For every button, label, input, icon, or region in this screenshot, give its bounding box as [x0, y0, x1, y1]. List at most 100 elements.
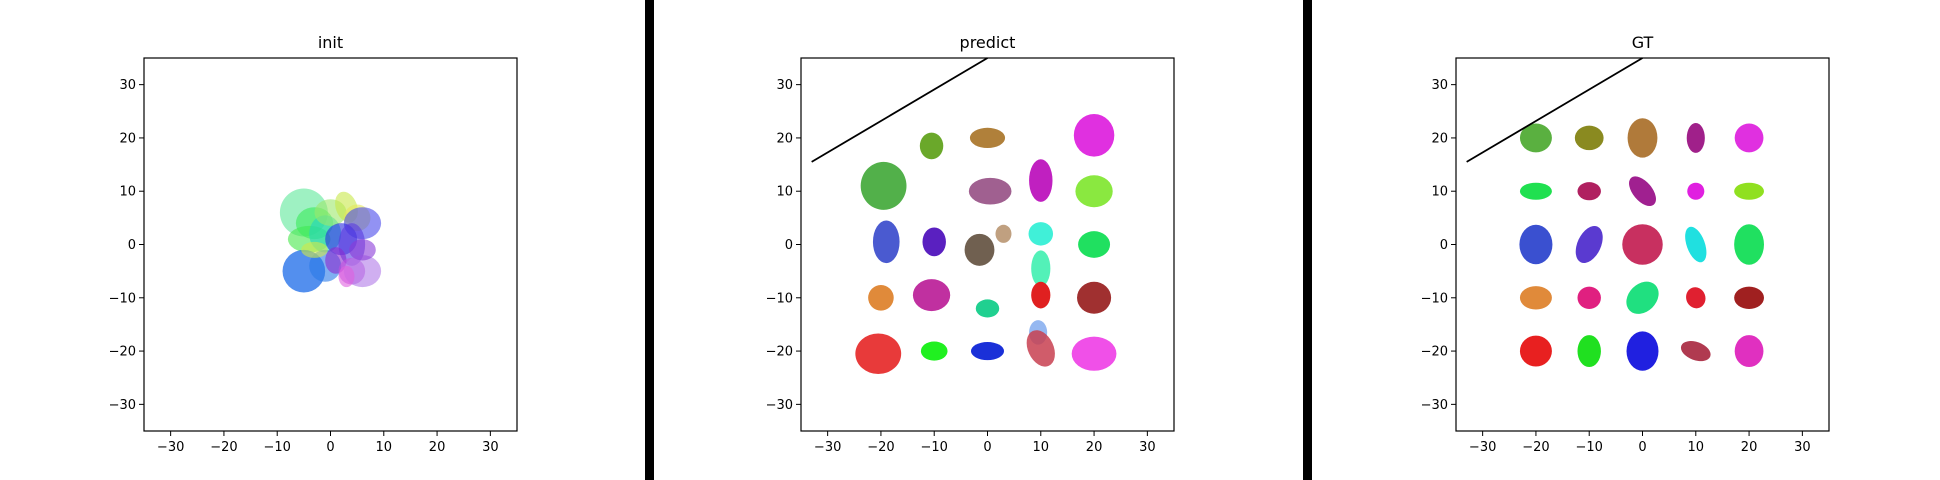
ellipse-11 [1028, 222, 1054, 246]
ellipse-3 [860, 161, 907, 210]
x-tick-label: −30 [1469, 440, 1496, 455]
x-tick-label: 10 [1688, 440, 1705, 455]
ellipse-6 [1075, 175, 1113, 208]
ellipse-14 [1734, 224, 1764, 265]
ellipse-12 [1622, 224, 1663, 265]
panel-init: −30 −30 −20 −20 −10 −10 0 0 10 10 20 20 30 30 init [109, 33, 518, 455]
ellipse-9 [964, 233, 995, 266]
y-tick-label: 0 [785, 238, 793, 253]
x-tick-label: 20 [1086, 440, 1103, 455]
plot-area: −30 −30 −20 −20 −10 −10 0 0 10 10 20 20 30 30 [1421, 57, 1830, 455]
ellipse-4 [968, 177, 1012, 205]
ellipse-24 [1071, 336, 1117, 371]
ellipse-18 [1686, 287, 1706, 309]
y-tick-label: 30 [1431, 78, 1448, 93]
y-tick-label: 20 [119, 131, 136, 146]
trajectory-line [811, 57, 988, 163]
y-tick-label: −20 [109, 345, 136, 360]
y-tick-label: −30 [1421, 398, 1448, 413]
y-tick-label: 30 [776, 78, 793, 93]
ellipse-12 [1078, 231, 1111, 258]
plot-area: −30 −30 −20 −20 −10 −10 0 0 10 10 20 20 30 30 [766, 57, 1175, 455]
ellipse-14 [868, 284, 894, 311]
y-tick-label: 0 [128, 238, 136, 253]
y-tick-label: 30 [119, 78, 136, 93]
ellipse-19 [1734, 286, 1764, 309]
ellipse-23 [1026, 330, 1055, 367]
ellipse-22 [970, 342, 1005, 361]
y-tick-label: −30 [109, 398, 136, 413]
ellipse-24 [1734, 335, 1764, 368]
ellipse-8 [1687, 182, 1705, 200]
x-tick-label: 0 [983, 440, 991, 455]
ellipse-17 [1626, 281, 1659, 314]
ellipse-23 [1680, 341, 1711, 362]
ellipse-9 [1734, 182, 1764, 200]
y-tick-label: −20 [1421, 345, 1448, 360]
ellipse-8 [922, 227, 946, 257]
ellipse-21 [1577, 335, 1601, 368]
ellipse-4 [1734, 123, 1764, 153]
ellipse-5 [1029, 159, 1053, 202]
x-tick-label: 20 [1741, 440, 1758, 455]
x-tick-label: 30 [1794, 440, 1811, 455]
x-tick-label: −10 [920, 440, 947, 455]
ellipse-15 [349, 239, 376, 261]
panel-title-gt: GT [1632, 33, 1654, 52]
y-tick-label: −10 [1421, 291, 1448, 306]
y-tick-label: 10 [776, 185, 793, 200]
ellipse-16 [338, 265, 355, 288]
ellipse-20 [1519, 335, 1552, 367]
x-tick-label: 30 [1139, 440, 1156, 455]
ellipse-16 [975, 299, 1000, 318]
y-tick-label: −10 [109, 291, 136, 306]
ellipse-18 [1077, 281, 1112, 314]
plot-area: −30 −30 −20 −20 −10 −10 0 0 10 10 20 20 30 30 [109, 57, 518, 455]
y-tick-label: −30 [766, 398, 793, 413]
ellipse-10 [1519, 224, 1553, 265]
ellipse-22 [1626, 331, 1659, 371]
panel-predict: −30 −30 −20 −20 −10 −10 0 0 10 10 20 20 30 30 predict [766, 33, 1175, 455]
x-tick-label: 10 [1033, 440, 1050, 455]
y-tick-label: 10 [1431, 185, 1448, 200]
x-tick-label: 10 [376, 440, 393, 455]
ellipse-15 [912, 279, 951, 312]
panel-title-predict: predict [960, 33, 1016, 52]
ellipse-17 [301, 241, 328, 258]
x-tick-label: −20 [867, 440, 894, 455]
ellipse-0 [919, 132, 944, 160]
ellipse-16 [1577, 286, 1601, 309]
ellipse-21 [920, 341, 948, 361]
panel-separator-2 [1303, 0, 1312, 480]
y-tick-label: 0 [1440, 238, 1448, 253]
ellipse-1 [969, 127, 1006, 149]
ellipse-13 [1685, 226, 1707, 263]
ellipse-13 [1031, 250, 1051, 287]
ellipse-10 [995, 224, 1012, 243]
panel-separator-1 [645, 0, 654, 480]
ellipse-2 [1627, 118, 1658, 158]
x-tick-label: −10 [263, 440, 290, 455]
x-tick-label: 20 [429, 440, 446, 455]
x-tick-label: 30 [482, 440, 499, 455]
y-tick-label: −10 [766, 291, 793, 306]
trajectory-line [1466, 57, 1643, 163]
ellipse-17 [1031, 281, 1051, 309]
y-tick-label: −20 [766, 345, 793, 360]
x-tick-label: −20 [1522, 440, 1549, 455]
x-tick-label: 0 [326, 440, 334, 455]
ellipse-7 [1629, 176, 1656, 207]
y-tick-label: 20 [1431, 131, 1448, 146]
ellipse-1 [1574, 125, 1604, 151]
ellipse-3 [1686, 123, 1705, 153]
x-tick-label: −30 [814, 440, 841, 455]
x-tick-label: −10 [1575, 440, 1602, 455]
x-tick-label: 0 [1638, 440, 1646, 455]
ellipse-20 [855, 333, 902, 374]
y-tick-label: 20 [776, 131, 793, 146]
ellipse-15 [1519, 286, 1552, 310]
ellipse-11 [1575, 225, 1603, 264]
ellipse-6 [1577, 182, 1601, 201]
x-tick-label: −30 [157, 440, 184, 455]
